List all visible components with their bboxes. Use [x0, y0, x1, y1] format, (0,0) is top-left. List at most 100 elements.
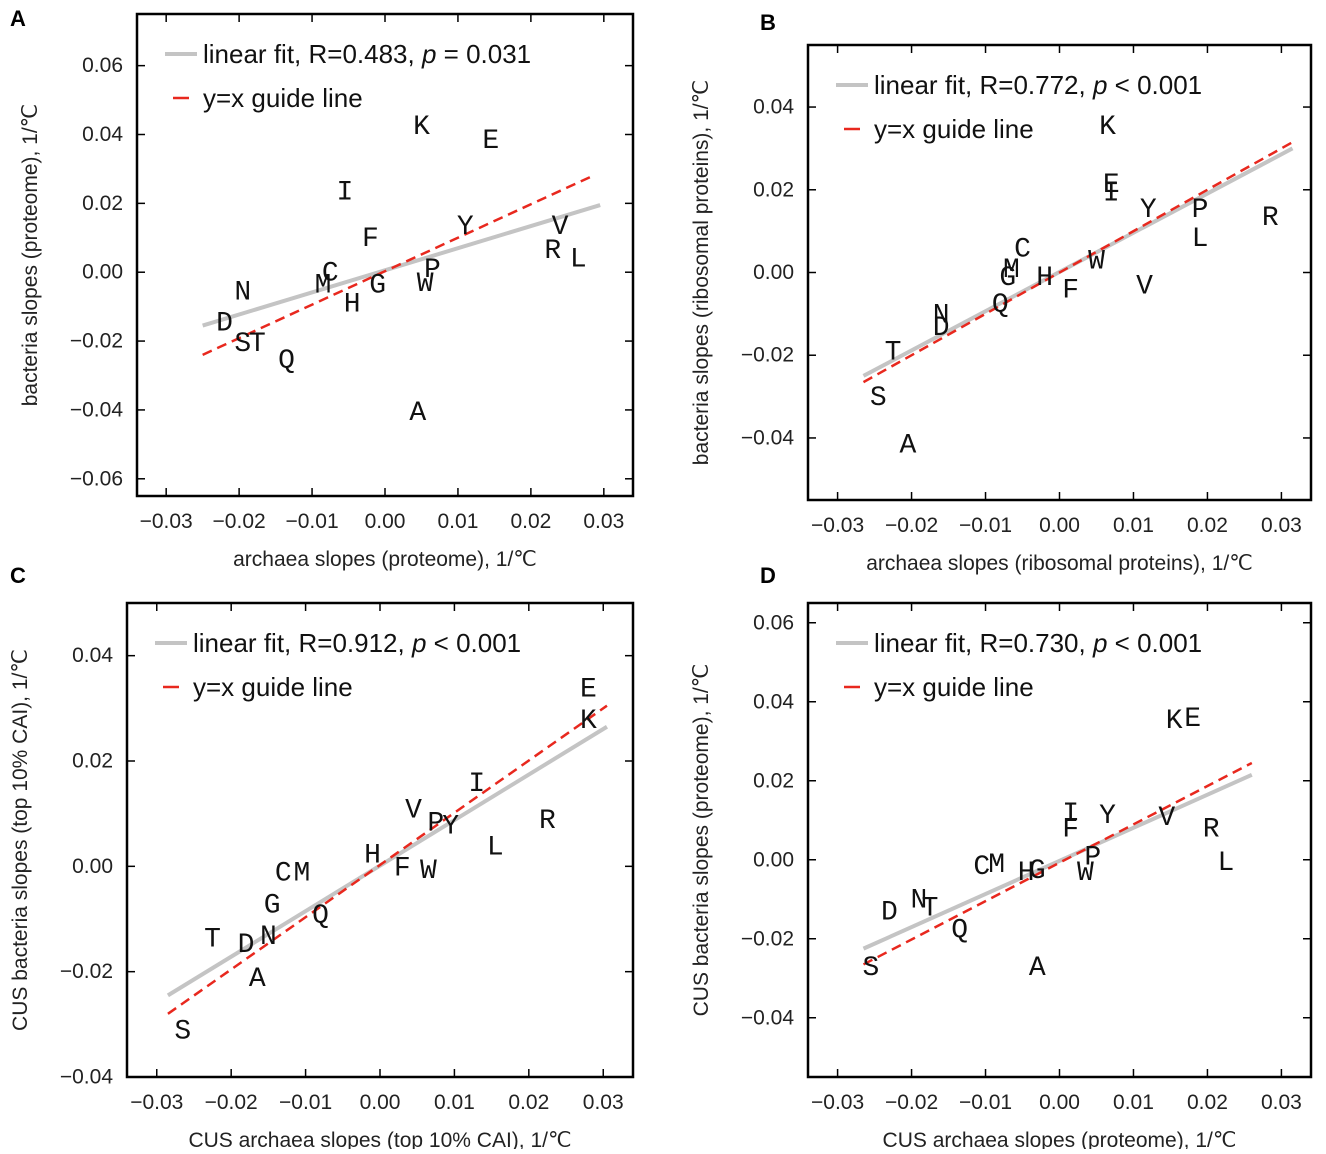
data-point: C: [1014, 234, 1031, 265]
data-point: K: [413, 112, 430, 143]
data-point: F: [394, 853, 411, 884]
data-point: N: [911, 886, 928, 917]
panel-letter: C: [10, 563, 26, 588]
data-point: P: [424, 255, 441, 286]
data-point: E: [1103, 170, 1120, 201]
data-point: C: [973, 852, 990, 883]
data-point: W: [1088, 247, 1105, 278]
y-tick-label: 0.04: [72, 644, 113, 667]
data-point: H: [344, 289, 361, 320]
panel-letter: B: [760, 10, 776, 35]
legend: linear fit, R=0.730, p < 0.001 y=x guide …: [836, 628, 1202, 702]
data-point: L: [487, 832, 504, 863]
y-tick-label: 0.02: [753, 769, 794, 792]
data-point: S: [870, 383, 887, 414]
x-tick-label: 0.01: [1113, 514, 1154, 537]
data-point: I: [1062, 799, 1079, 830]
legend: linear fit, R=0.772, p < 0.001 y=x guide …: [836, 70, 1202, 144]
y-tick-label: 0.04: [82, 123, 123, 146]
data-point: I: [468, 769, 485, 800]
data-point: T: [204, 925, 221, 956]
data-point: Q: [278, 346, 295, 377]
x-tick-label: 0.02: [1187, 514, 1228, 537]
x-tick-label: −0.03: [811, 514, 864, 537]
y-tick-label: −0.02: [60, 960, 113, 983]
y-tick-label: −0.04: [741, 1006, 794, 1029]
data-point: A: [899, 431, 916, 462]
x-tick-label: 0.00: [360, 1091, 401, 1114]
data-point: I: [1103, 178, 1120, 209]
y-axis-label: bacteria slopes (proteome), 1/℃: [19, 104, 42, 407]
data-point: W: [417, 269, 434, 300]
y-tick-label: 0.02: [72, 750, 113, 773]
data-point: R: [1203, 815, 1220, 846]
data-point: E: [580, 674, 597, 705]
data-point: G: [369, 270, 386, 301]
x-tick-label: 0.01: [434, 1091, 475, 1114]
y-tick-label: −0.02: [70, 330, 123, 353]
legend: linear fit, R=0.912, p < 0.001 y=x guide …: [155, 628, 521, 702]
data-point: G: [1029, 856, 1046, 887]
linear-fit-line: [166, 725, 608, 998]
y-tick-label: 0.00: [753, 848, 794, 871]
legend-guide-label: y=x guide line: [874, 114, 1034, 144]
x-tick-label: 0.01: [1113, 1091, 1154, 1114]
data-point: N: [234, 277, 251, 308]
guide-line: [167, 704, 608, 1015]
y-tick-label: 0.06: [753, 611, 794, 634]
data-point: E: [1184, 704, 1201, 735]
legend-guide-label: y=x guide line: [193, 672, 353, 702]
legend-guide-label: y=x guide line: [203, 83, 363, 113]
data-point: W: [420, 856, 437, 887]
x-tick-label: 0.02: [1187, 1091, 1228, 1114]
data-point: K: [580, 706, 597, 737]
data-point: T: [922, 894, 939, 925]
legend-fit-label: linear fit, R=0.483, p = 0.031: [203, 39, 531, 69]
linear-fit-line: [862, 772, 1253, 951]
x-tick-label: −0.01: [959, 1091, 1012, 1114]
y-tick-label: 0.06: [82, 54, 123, 77]
data-point: M: [293, 859, 310, 890]
data-point: D: [933, 313, 950, 344]
data-point: H: [1036, 263, 1053, 294]
panel-letter: D: [760, 563, 776, 588]
y-tick-label: 0.00: [82, 261, 123, 284]
y-axis-label: CUS bacteria slopes (top 10% CAI), 1/℃: [9, 649, 32, 1031]
data-point: Q: [951, 915, 968, 946]
data-point: S: [174, 1017, 191, 1048]
data-point: K: [1166, 706, 1183, 737]
x-tick-label: −0.02: [885, 1091, 938, 1114]
x-tick-label: −0.01: [285, 510, 338, 533]
data-point: L: [1218, 848, 1235, 879]
legend-fit-label: linear fit, R=0.912, p < 0.001: [193, 628, 521, 658]
x-tick-label: −0.02: [205, 1091, 258, 1114]
data-point: Q: [312, 901, 329, 932]
legend: linear fit, R=0.483, p = 0.031 y=x guide …: [165, 39, 531, 113]
data-point: D: [238, 930, 255, 961]
x-tick-label: 0.03: [1261, 1091, 1302, 1114]
data-point: G: [999, 263, 1016, 294]
data-point: A: [409, 398, 426, 429]
y-tick-label: −0.06: [70, 467, 123, 490]
x-tick-label: −0.03: [130, 1091, 183, 1114]
y-tick-label: −0.04: [60, 1066, 113, 1089]
x-tick-label: 0.03: [1261, 514, 1302, 537]
data-point: P: [427, 809, 444, 840]
x-tick-label: 0.03: [583, 510, 624, 533]
data-point: E: [482, 126, 499, 157]
data-point: A: [249, 964, 266, 995]
guide-line: [202, 174, 594, 356]
data-point: P: [1084, 842, 1101, 873]
linear-fit-line: [202, 203, 601, 328]
data-point: L: [1192, 224, 1209, 255]
data-point: Y: [1140, 195, 1157, 226]
x-tick-label: −0.02: [885, 514, 938, 537]
data-point: Y: [457, 212, 474, 243]
data-point: F: [1062, 276, 1079, 307]
y-tick-label: 0.04: [753, 690, 794, 713]
data-point: Q: [992, 290, 1009, 321]
y-axis-label: CUS bacteria slopes (proteome), 1/℃: [690, 664, 713, 1017]
guide-line: [862, 141, 1294, 384]
